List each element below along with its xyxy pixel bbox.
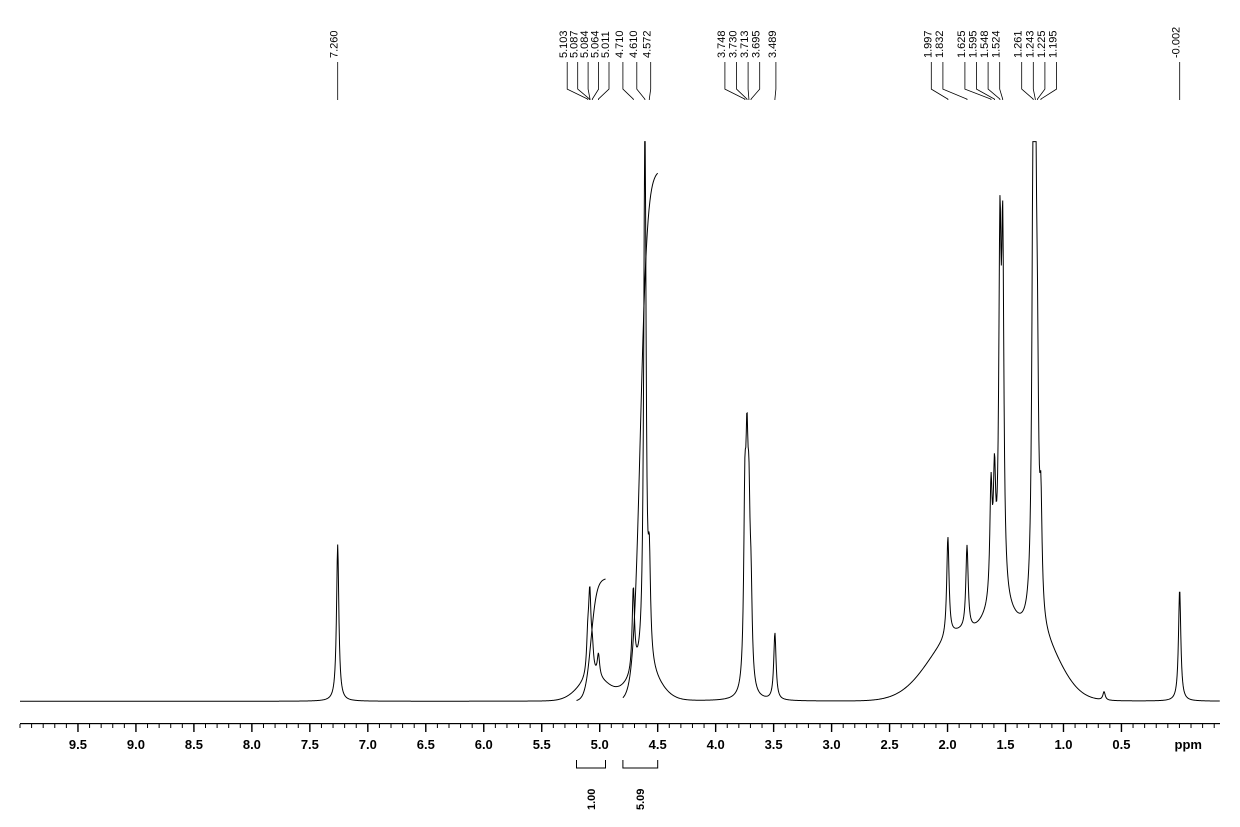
- peak-label-leader: [637, 62, 645, 100]
- peak-label-leader: [965, 62, 991, 100]
- peak-label-leader: [1022, 62, 1033, 100]
- axis-tick-label: 6.0: [475, 737, 493, 752]
- peak-label-leader: [598, 62, 609, 100]
- peak-label-leader: [931, 62, 948, 100]
- integral-bracket: [577, 760, 606, 768]
- integral-value-label: 5.09: [635, 789, 647, 810]
- axis-tick-label: 8.0: [243, 737, 261, 752]
- peak-ppm-label: 1.595: [968, 30, 980, 58]
- peak-label-leader: [649, 62, 650, 100]
- peak-ppm-label: 1.225: [1036, 30, 1048, 58]
- peak-ppm-label: 1.548: [979, 30, 991, 58]
- peak-label-leader: [1037, 62, 1045, 100]
- peak-ppm-label: 1.625: [956, 30, 968, 58]
- peak-label-leader: [588, 62, 590, 100]
- peak-label-leader: [1033, 62, 1035, 100]
- peak-ppm-label: 3.695: [751, 30, 763, 58]
- peak-ppm-label: 3.713: [739, 30, 751, 58]
- peak-label-leader: [748, 62, 749, 100]
- axis-tick-label: 2.5: [881, 737, 899, 752]
- axis-tick-label: 5.0: [591, 737, 609, 752]
- integral-value-label: 1.00: [586, 789, 598, 810]
- peak-label-leader: [988, 62, 1000, 100]
- peak-ppm-label: 3.730: [728, 30, 740, 58]
- integral-bracket: [623, 760, 658, 768]
- peak-ppm-label: 1.832: [934, 30, 946, 58]
- axis-tick-label: 8.5: [185, 737, 203, 752]
- axis-tick-label: 0.5: [1112, 737, 1130, 752]
- peak-ppm-label: 1.524: [991, 30, 1003, 58]
- peak-ppm-label: 7.260: [329, 30, 341, 58]
- axis-tick-label: 3.5: [765, 737, 783, 752]
- axis-tick-label: 5.5: [533, 737, 551, 752]
- spectrum-trace: [20, 142, 1220, 702]
- peak-label-leader: [775, 62, 776, 100]
- nmr-spectrum: 9.5 9.0 8.5 8.0 7.5 7.0 6.5 6.0 5.5 5.0 4.5 4.0 3.5 3…: [0, 0, 1240, 827]
- peak-ppm-label: 4.610: [628, 30, 640, 58]
- axis-tick-label: 4.0: [707, 737, 725, 752]
- peak-ppm-label: 1.243: [1024, 30, 1036, 58]
- peak-ppm-label: 3.489: [767, 30, 779, 58]
- axis-tick-label: 7.5: [301, 737, 319, 752]
- peak-ppm-label: 4.572: [642, 30, 654, 58]
- peak-label-leader: [623, 62, 633, 100]
- peak-ppm-label: 1.261: [1013, 30, 1025, 58]
- axis-tick-label: 3.0: [823, 737, 841, 752]
- peak-label-leader: [943, 62, 967, 100]
- peak-label-leader: [751, 62, 760, 100]
- axis-unit-label: ppm: [1175, 737, 1202, 752]
- peak-ppm-label: 4.710: [614, 30, 626, 58]
- axis-tick-label: 1.0: [1054, 737, 1072, 752]
- peak-label-leader: [1000, 62, 1003, 100]
- peak-ppm-label: -0.002: [1171, 27, 1183, 58]
- peak-ppm-label: 5.011: [600, 31, 612, 58]
- peak-label-leader: [737, 62, 748, 100]
- axis-tick-label: 7.0: [359, 737, 377, 752]
- axis-tick-label: 9.5: [69, 737, 87, 752]
- axis-tick-label: 4.5: [649, 737, 667, 752]
- axis-tick-label: 1.5: [996, 737, 1014, 752]
- peak-ppm-label: 1.195: [1048, 30, 1060, 58]
- peak-ppm-label: 3.748: [716, 30, 728, 58]
- peak-label-leader: [592, 62, 598, 100]
- peak-ppm-label: 1.997: [922, 30, 934, 58]
- axis-tick-label: 2.0: [938, 737, 956, 752]
- peak-label-leader: [1041, 62, 1057, 100]
- axis-tick-label: 9.0: [127, 737, 145, 752]
- axis-tick-label: 6.5: [417, 737, 435, 752]
